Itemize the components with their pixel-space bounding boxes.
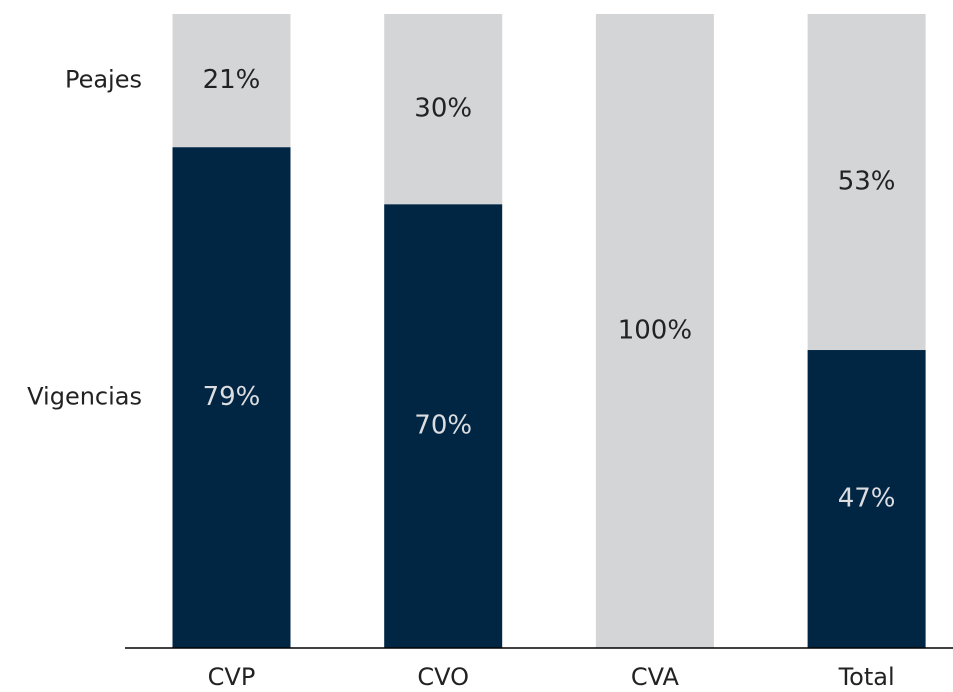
value-label: 53% [838,167,896,197]
bar-segment [172,14,291,148]
bar-segment [384,14,503,205]
value-label: 70% [414,411,472,441]
x-tick-label: CVO [417,663,469,691]
bar-segment [595,14,714,648]
legend-label: Peajes [65,66,142,94]
bar-segment [172,147,291,648]
value-label: 79% [203,382,261,412]
x-tick-label: CVP [208,663,256,691]
legend-label: Vigencias [27,383,142,411]
bar-segment [807,14,926,351]
x-tick-label: CVA [631,663,680,691]
x-tick-label: Total [838,663,895,691]
value-label: 47% [838,484,896,514]
value-label: 30% [414,94,472,124]
bar-segment [807,350,926,648]
value-label: 100% [618,316,692,346]
bar-segment [384,204,503,648]
value-label: 21% [203,65,261,95]
